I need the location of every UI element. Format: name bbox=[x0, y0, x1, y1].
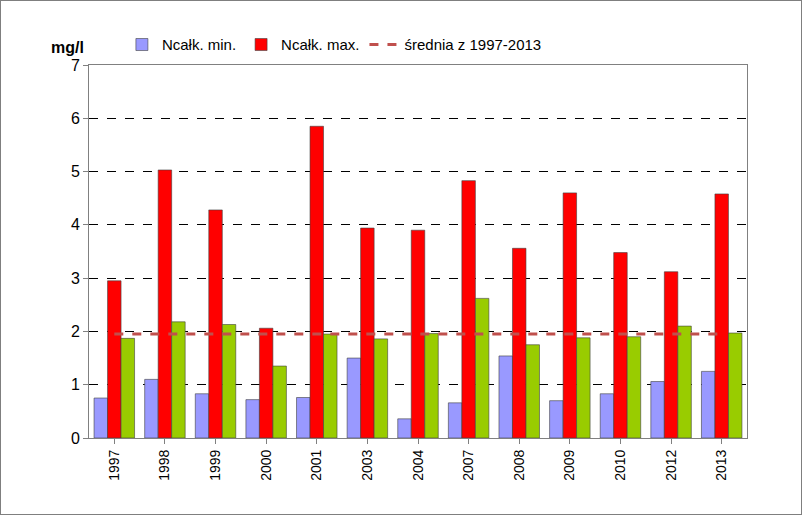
svg-text:1999: 1999 bbox=[207, 449, 223, 480]
svg-text:3: 3 bbox=[71, 270, 80, 287]
svg-text:5: 5 bbox=[71, 163, 80, 180]
svg-text:2013: 2013 bbox=[713, 449, 729, 480]
svg-text:1997: 1997 bbox=[106, 449, 122, 480]
svg-text:2: 2 bbox=[71, 323, 80, 340]
svg-text:mg/l: mg/l bbox=[51, 39, 84, 56]
svg-text:2008: 2008 bbox=[511, 449, 527, 480]
svg-text:6: 6 bbox=[71, 110, 80, 127]
svg-text:0: 0 bbox=[71, 430, 80, 447]
svg-text:2009: 2009 bbox=[561, 449, 577, 480]
svg-text:1: 1 bbox=[71, 376, 80, 393]
svg-text:średnia z 1997-2013: średnia z 1997-2013 bbox=[404, 36, 541, 53]
svg-text:2007: 2007 bbox=[460, 449, 476, 480]
svg-text:2003: 2003 bbox=[359, 449, 375, 480]
svg-text:2004: 2004 bbox=[410, 449, 426, 480]
svg-text:4: 4 bbox=[71, 216, 80, 233]
svg-text:2010: 2010 bbox=[612, 449, 628, 480]
svg-text:1998: 1998 bbox=[156, 449, 172, 480]
svg-text:7: 7 bbox=[71, 57, 80, 74]
svg-text:Ncałk. max.: Ncałk. max. bbox=[281, 36, 359, 53]
svg-text:2012: 2012 bbox=[663, 449, 679, 480]
svg-text:2001: 2001 bbox=[308, 449, 324, 480]
svg-text:Ncałk. min.: Ncałk. min. bbox=[162, 36, 236, 53]
svg-text:2000: 2000 bbox=[258, 449, 274, 480]
